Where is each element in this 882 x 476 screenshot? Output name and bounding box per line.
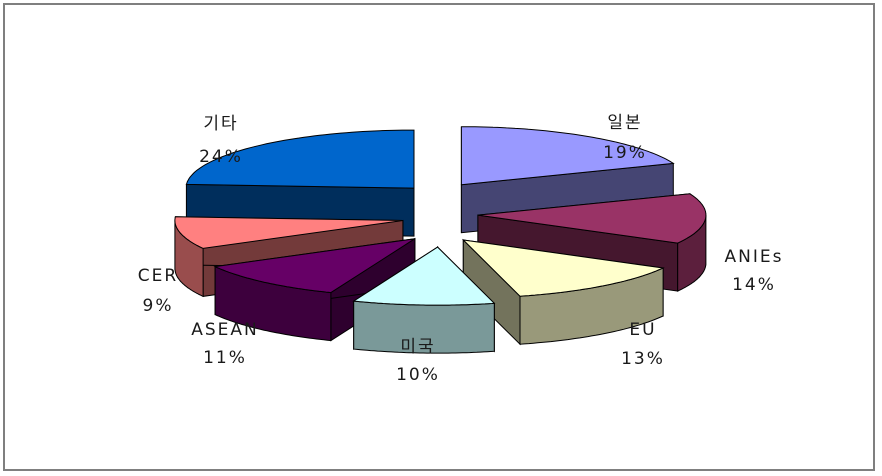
pie-slice-eu bbox=[461, 238, 665, 346]
slice-value-usa: 10% bbox=[396, 365, 440, 385]
pie-slice-usa bbox=[352, 245, 496, 354]
slice-value-anies: 14% bbox=[732, 275, 776, 295]
slice-label-eu: EU bbox=[629, 320, 656, 340]
slice-label-japan: 일본 bbox=[607, 113, 642, 133]
slice-value-other: 24% bbox=[199, 147, 243, 167]
slice-label-cer: CER bbox=[138, 266, 178, 286]
slice-label-other: 기타 bbox=[203, 114, 238, 134]
pie-slice-asean bbox=[213, 237, 416, 342]
slice-value-asean: 11% bbox=[203, 348, 247, 368]
slice-value-cer: 9% bbox=[143, 296, 174, 316]
slice-label-usa: 미국 bbox=[400, 337, 435, 357]
slice-value-japan: 19% bbox=[603, 143, 647, 163]
chart-frame bbox=[3, 3, 875, 471]
slice-label-anies: ANIEs bbox=[725, 247, 784, 267]
slice-label-asean: ASEAN bbox=[191, 320, 259, 340]
slice-value-eu: 13% bbox=[621, 349, 665, 369]
